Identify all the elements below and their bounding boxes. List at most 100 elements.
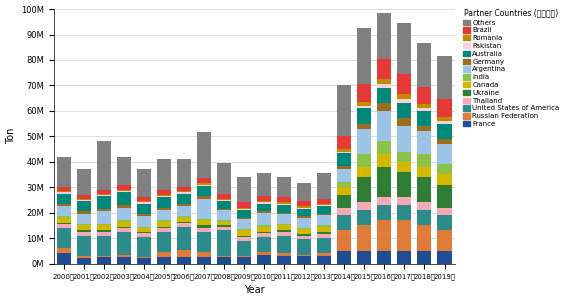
Bar [117,228,131,232]
Bar [438,251,451,264]
Bar [157,257,171,264]
Bar [438,121,451,124]
Bar [277,197,291,203]
Bar [318,205,331,206]
Bar [177,204,191,206]
Bar [117,157,131,185]
Bar [417,210,431,225]
Bar [197,199,211,219]
Bar [157,196,171,197]
Bar [318,234,331,238]
Bar [97,225,111,231]
Bar [117,255,131,257]
Bar [97,211,111,224]
Bar [357,154,371,167]
Bar [397,152,412,162]
Bar [257,196,271,201]
Bar [77,201,91,211]
Bar [157,197,171,208]
Bar [297,216,311,218]
Bar [337,85,352,136]
Bar [257,225,271,227]
Bar [257,211,271,213]
Bar [237,231,251,236]
Bar [157,208,171,210]
Bar [337,231,352,251]
Bar [137,216,151,227]
Bar [257,203,271,204]
Bar [137,227,151,228]
Bar [318,227,331,232]
Bar [177,159,191,187]
Bar [297,209,311,216]
Bar [337,187,352,195]
Bar [197,178,211,183]
Bar [378,84,391,88]
Bar [357,102,371,106]
Bar [177,192,191,194]
Bar [277,256,291,264]
Bar [237,208,251,209]
Bar [318,214,331,215]
Bar [438,124,451,139]
Bar [357,108,371,124]
Bar [137,228,151,232]
Bar [257,252,271,255]
Bar [117,222,131,227]
Bar [297,218,311,228]
Bar [438,117,451,121]
Bar [397,126,412,152]
Bar [318,232,331,234]
Bar [137,257,151,259]
Bar [117,191,131,192]
Bar [397,205,412,220]
Bar [197,186,211,196]
Bar [297,228,311,229]
Bar [237,219,251,229]
Bar [157,220,171,222]
Bar [137,214,151,216]
Bar [137,169,151,197]
Bar [77,232,91,236]
Bar [137,204,151,214]
Bar [257,233,271,237]
Bar [237,236,251,237]
Bar [357,129,371,154]
Bar [97,231,111,232]
Bar [438,144,451,164]
Bar [277,213,291,214]
Bar [177,218,191,222]
Bar [117,208,131,220]
Bar [417,177,431,203]
Bar [297,201,311,206]
Bar [97,194,111,195]
Bar [378,197,391,205]
Bar [277,214,291,224]
Bar [417,203,431,210]
Bar [237,256,251,257]
Bar [57,224,71,228]
Bar [217,227,231,231]
Bar [217,225,231,227]
Bar [57,191,71,192]
Bar [77,214,91,224]
Bar [237,209,251,210]
Bar [97,209,111,211]
Bar [378,167,391,197]
Bar [318,173,331,199]
Bar [197,183,211,185]
Bar [97,232,111,236]
Bar [438,175,451,185]
Bar [277,232,291,236]
Bar [77,195,91,199]
Bar [97,256,111,257]
Bar [137,203,151,204]
Bar [117,192,131,205]
Bar [397,23,412,74]
Bar [237,237,251,241]
Bar [417,126,431,131]
Bar [318,256,331,264]
Bar [217,209,231,210]
Bar [378,251,391,264]
Y-axis label: Ton: Ton [6,128,15,144]
